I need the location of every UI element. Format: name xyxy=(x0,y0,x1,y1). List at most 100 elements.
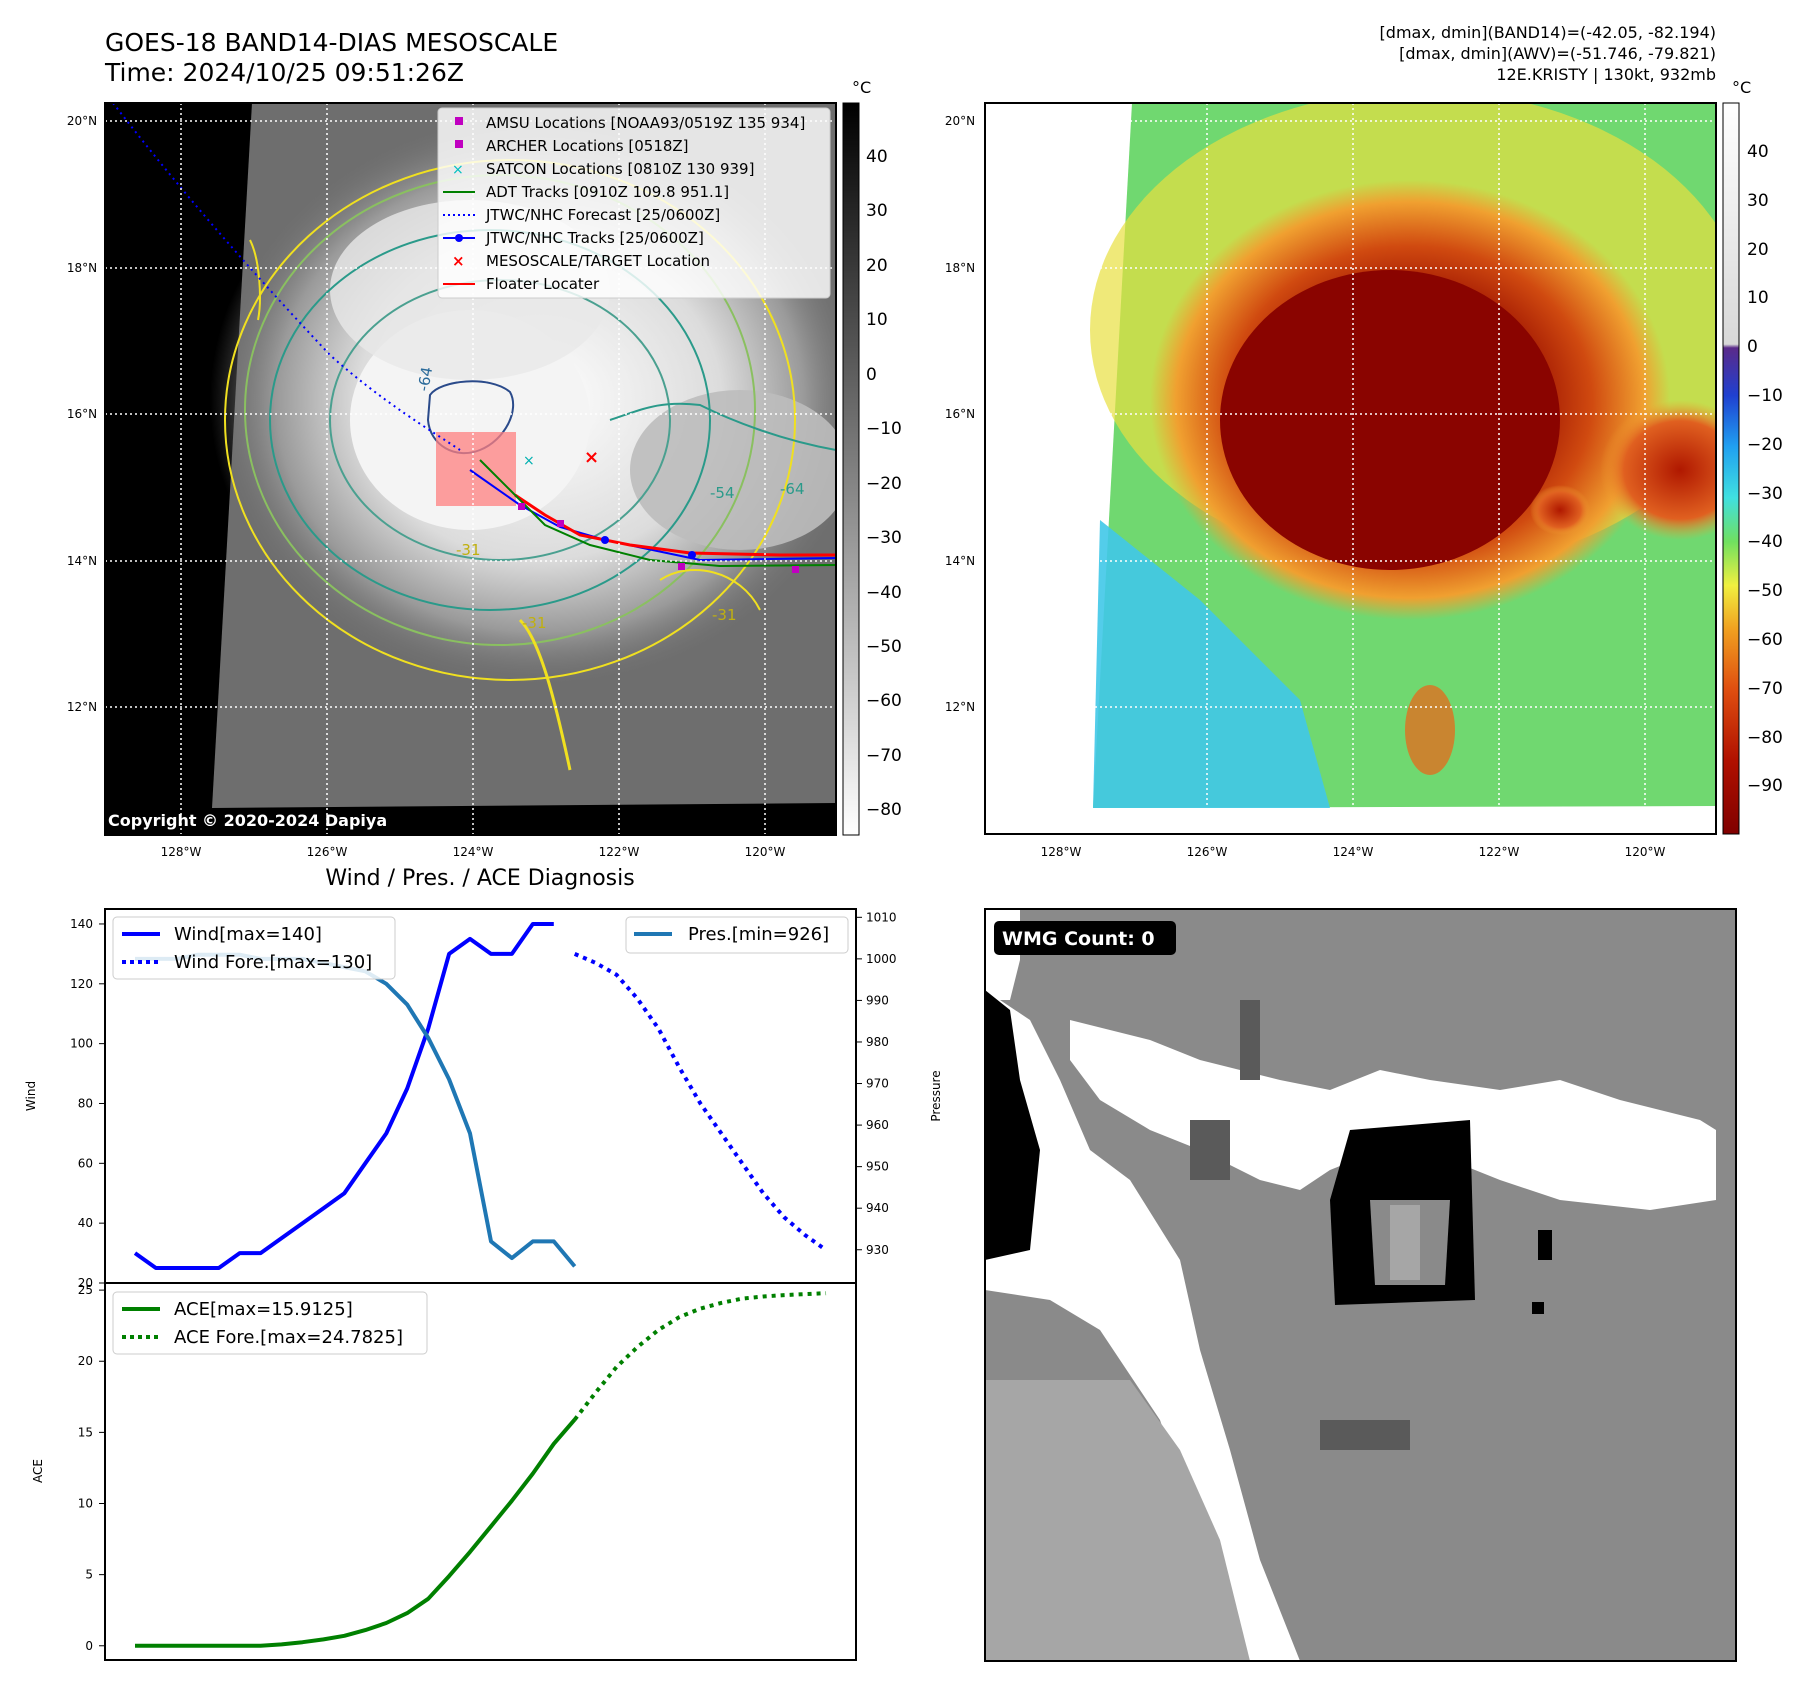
contour-label: -31 xyxy=(522,614,547,632)
colorbar-tick: −70 xyxy=(866,746,902,766)
y-tick-label: 60 xyxy=(78,1156,93,1170)
colorbar-tick: −30 xyxy=(866,528,902,548)
y-tick-label: 40 xyxy=(78,1216,93,1230)
legend-item: Pres.[min=926] xyxy=(688,924,829,945)
lat-tick: 12°N xyxy=(945,700,975,714)
lon-tick: 120°W xyxy=(745,845,786,859)
lat-tick: 16°N xyxy=(67,407,97,421)
lat-tick: 20°N xyxy=(67,114,97,128)
colorbar-tick: 30 xyxy=(1747,191,1769,211)
y2-tick-label: 960 xyxy=(866,1118,889,1132)
y2-tick-label: 970 xyxy=(866,1077,889,1091)
lon-tick: 126°W xyxy=(1187,845,1228,859)
legend-item: ADT Tracks [0910Z 109.8 951.1] xyxy=(486,183,729,201)
colorbar-tick: −50 xyxy=(866,637,902,657)
series-line-ace-fore xyxy=(573,1291,827,1421)
lon-tick: 120°W xyxy=(1625,845,1666,859)
lon-tick: 122°W xyxy=(599,845,640,859)
legend-item: JTWC/NHC Forecast [25/0600Z] xyxy=(485,206,720,224)
colorbar-tick: −70 xyxy=(1747,679,1783,699)
colorbar-tick: −10 xyxy=(1747,386,1783,406)
legend-marker-target: × xyxy=(452,252,465,270)
map-ir-gray: × × -64 -64 -31 -31 -31 -54 Copyrig xyxy=(67,102,837,859)
lat-tick: 20°N xyxy=(945,114,975,128)
y2-tick-label: 940 xyxy=(866,1201,889,1215)
contour-label: -31 xyxy=(712,606,737,624)
awv-stats: [dmax, dmin](AWV)=(-51.746, -79.821) xyxy=(1399,44,1716,63)
y-tick-label: 5 xyxy=(85,1568,93,1582)
colorbar-tick: 10 xyxy=(1747,288,1769,308)
colorbar-tick: −50 xyxy=(1747,581,1783,601)
y-tick-label: 20 xyxy=(78,1276,93,1290)
legend-item: SATCON Locations [0810Z 130 939] xyxy=(486,160,754,178)
y2-tick-label: 930 xyxy=(866,1243,889,1257)
lon-tick: 124°W xyxy=(453,845,494,859)
colorbar-tick: −30 xyxy=(1747,484,1783,504)
series-line-wind-fore xyxy=(573,952,828,1252)
y2-tick-label: 980 xyxy=(866,1035,889,1049)
wmg-count-label: WMG Count: 0 xyxy=(1002,928,1155,950)
y2-tick-label: 1000 xyxy=(866,952,897,966)
y-tick-label: 20 xyxy=(78,1354,93,1368)
ace-chart: ACE 25 20 15 10 5 0 ACE[max=15.9125] ACE Fore… xyxy=(31,1282,857,1661)
colorbar-tick: 10 xyxy=(866,310,888,330)
colorbar-color: °C 40 30 20 10 0 −10 −20 −30 −40 −50 −60… xyxy=(1722,78,1783,835)
lat-tick: 14°N xyxy=(945,554,975,568)
wind-axis-label: Wind xyxy=(24,1081,38,1111)
colorbar-tick: −60 xyxy=(1747,630,1783,650)
series-line-wind xyxy=(133,922,554,1270)
colorbar-tick: 20 xyxy=(866,256,888,276)
series-line-ace xyxy=(135,1418,577,1648)
contour-label: -64 xyxy=(414,365,436,392)
lon-tick: 126°W xyxy=(307,845,348,859)
lon-tick: 128°W xyxy=(161,845,202,859)
legend-item: ACE Fore.[max=24.7825] xyxy=(174,1327,403,1348)
y-tick-label: 15 xyxy=(78,1425,93,1439)
colorbar-tick: 30 xyxy=(866,201,888,221)
legend-marker-satcon: × xyxy=(452,162,464,178)
contour-label: -64 xyxy=(780,480,805,498)
y-tick-label: 80 xyxy=(78,1096,93,1110)
colorbar-tick: 40 xyxy=(1747,142,1769,162)
y2-tick-label: 1010 xyxy=(866,910,897,924)
y-tick-label: 120 xyxy=(70,977,93,991)
copyright: Copyright © 2020-2024 Dapiya xyxy=(108,811,387,830)
colorbar-tick: −90 xyxy=(1747,776,1783,796)
figure-time: Time: 2024/10/25 09:51:26Z xyxy=(104,58,464,87)
y2-tick-label: 990 xyxy=(866,993,889,1007)
storm-info: 12E.KRISTY | 130kt, 932mb xyxy=(1496,65,1716,84)
legend-item: JTWC/NHC Tracks [25/0600Z] xyxy=(485,229,704,247)
lat-tick: 18°N xyxy=(67,261,97,275)
y-tick-label: 100 xyxy=(70,1037,93,1051)
colorbar-tick: −80 xyxy=(866,800,902,820)
colorbar-tick: −20 xyxy=(1747,435,1783,455)
svg-text:×: × xyxy=(584,447,599,468)
lat-tick: 16°N xyxy=(945,407,975,421)
ace-axis-label: ACE xyxy=(31,1459,45,1483)
colorbar-gray: °C 40 30 20 10 0 −10 −20 −30 −40 −50 −60… xyxy=(842,78,902,836)
map-ir-color: 20°N 18°N 16°N 14°N 12°N 128°W 126°W 124… xyxy=(945,102,1717,859)
colorbar-tick: 0 xyxy=(1747,337,1758,357)
y-tick-label: 140 xyxy=(70,917,93,931)
y-tick-label: 10 xyxy=(78,1497,93,1511)
legend-item: ACE[max=15.9125] xyxy=(174,1299,353,1320)
pressure-axis-label: Pressure xyxy=(929,1070,943,1121)
contour-label: -54 xyxy=(710,484,735,502)
y-tick-label: 0 xyxy=(85,1639,93,1653)
lon-tick: 122°W xyxy=(1479,845,1520,859)
wmg-panel: WMG Count: 0 xyxy=(984,908,1737,1662)
wind-pressure-chart: Wind Pressure 140 120 100 80 60 40 20 1010 1000… xyxy=(24,908,943,1290)
colorbar-tick: −40 xyxy=(866,583,902,603)
diagnosis-title: Wind / Pres. / ACE Diagnosis xyxy=(325,866,634,891)
lon-tick: 124°W xyxy=(1333,845,1374,859)
legend-item: MESOSCALE/TARGET Location xyxy=(486,252,710,270)
series-line-pres xyxy=(135,952,577,1268)
legend-marker-amsu xyxy=(455,117,463,125)
map-legend: AMSU Locations [NOAA93/0519Z 135 934] AR… xyxy=(437,107,831,299)
colorbar-tick: −60 xyxy=(866,691,902,711)
y2-tick-label: 950 xyxy=(866,1160,889,1174)
band14-stats: [dmax, dmin](BAND14)=(-42.05, -82.194) xyxy=(1380,23,1716,42)
ace-legend: ACE[max=15.9125] ACE Fore.[max=24.7825] xyxy=(112,1291,428,1355)
legend-item: AMSU Locations [NOAA93/0519Z 135 934] xyxy=(486,114,805,132)
legend-marker-archer xyxy=(455,140,463,148)
